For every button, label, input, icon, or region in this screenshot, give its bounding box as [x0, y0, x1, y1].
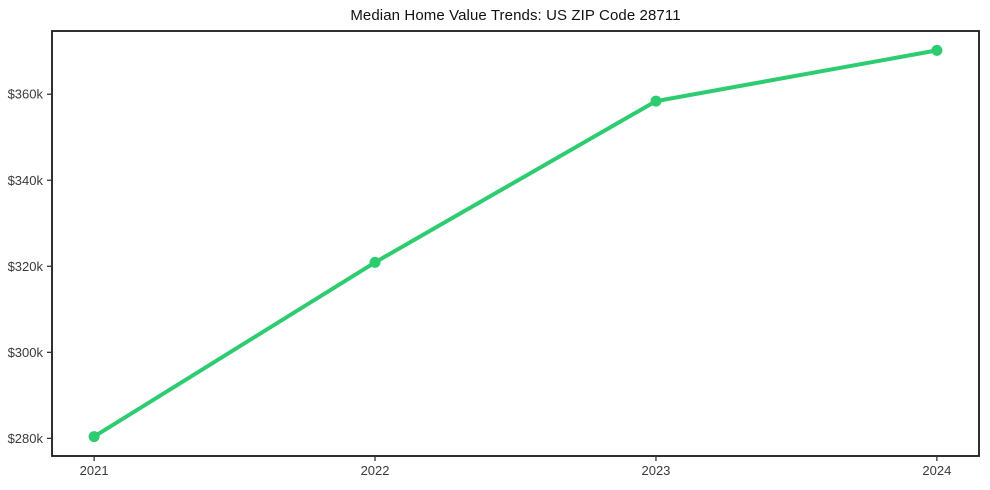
y-tick-label: $280k: [8, 431, 44, 446]
y-tick-label: $360k: [8, 87, 44, 102]
trend-line: [92, 48, 939, 439]
data-point-2021: [88, 431, 100, 443]
y-tick-label: $320k: [8, 259, 44, 274]
x-tick-label: 2022: [361, 463, 390, 478]
chart-title: Median Home Value Trends: US ZIP Code 28…: [350, 7, 681, 24]
plot-frame: [51, 30, 980, 457]
x-tick-label: 2023: [641, 463, 670, 478]
data-point-2022: [369, 256, 381, 268]
data-point-2023: [650, 95, 662, 107]
y-tick-label: $340k: [8, 173, 44, 188]
x-tick-label: 2024: [922, 463, 951, 478]
data-point-2024: [931, 44, 943, 56]
x-tick-label: 2021: [80, 463, 109, 478]
y-tick-label: $300k: [8, 345, 44, 360]
